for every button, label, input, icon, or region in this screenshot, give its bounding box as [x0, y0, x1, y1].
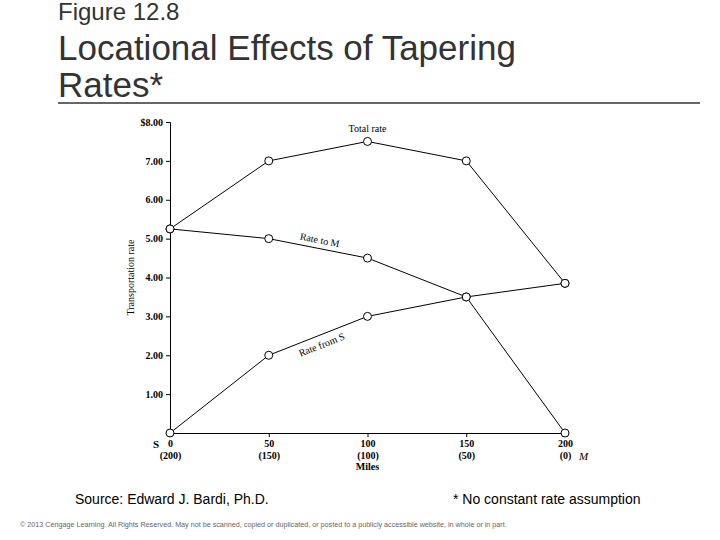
series-marker: [364, 137, 372, 145]
y-tick: 4.00: [146, 272, 171, 283]
y-tick-mark: [166, 122, 170, 123]
y-tick-label: 5.00: [146, 233, 164, 244]
x-tick-label: 100: [361, 438, 376, 449]
y-tick-mark: [166, 355, 170, 356]
x-tick-label: 200: [558, 438, 573, 449]
series-label: Total rate: [349, 123, 387, 134]
x-distance-label: (0): [560, 450, 572, 462]
series-marker: [462, 293, 470, 301]
x-axis-title: Miles: [356, 461, 379, 472]
x-tick-label: 0: [168, 438, 173, 449]
y-tick-label: 4.00: [146, 272, 164, 283]
series-marker: [561, 429, 569, 437]
y-axis: 1.00 2.00 3.00 4.00 5.00 6.00 7.00 $8.00: [141, 117, 171, 434]
x-tick-label: 50: [264, 438, 274, 449]
y-tick: 2.00: [146, 350, 171, 361]
series-marker: [561, 279, 569, 287]
footnote: * No constant rate assumption: [453, 491, 641, 507]
series-line: [170, 283, 565, 433]
y-tick: 1.00: [146, 389, 171, 400]
slide: Figure 12.8 Locational Effects of Taperin…: [0, 0, 720, 540]
y-tick-mark: [166, 394, 170, 395]
title: Locational Effects of TaperingRates*: [58, 28, 516, 104]
series-marker: [561, 279, 569, 287]
x-tick-mark: [269, 433, 270, 437]
y-tick-mark: [166, 278, 170, 279]
y-tick-label: 7.00: [146, 156, 164, 167]
y-tick: 5.00: [146, 233, 171, 244]
x-distance-label: (150): [258, 450, 280, 462]
series-marker: [166, 225, 174, 233]
series-marker: [166, 429, 174, 437]
y-axis-line: [166, 123, 171, 434]
x-tick: 100(100): [357, 433, 379, 462]
x-axis-line: [171, 434, 566, 438]
title-rule: [58, 102, 700, 104]
x-tick-label: 150: [459, 438, 474, 449]
series-marker: [462, 293, 470, 301]
x-distance-label: (50): [458, 450, 475, 462]
y-tick-mark: [166, 161, 170, 162]
x-tick-mark: [466, 433, 467, 437]
series-line: [170, 229, 565, 433]
y-tick-mark: [166, 200, 170, 201]
series-label: Rate to M: [299, 231, 340, 250]
series-label: Rate from S: [297, 331, 346, 359]
x-tick: 50(150): [258, 433, 280, 462]
x-tick: 150(50): [458, 433, 475, 462]
series-marker: [462, 157, 470, 165]
copyright: © 2013 Cengage Learning. All Rights Rese…: [20, 520, 507, 529]
series-marker: [166, 225, 174, 233]
series-marker: [265, 157, 273, 165]
series-marker: [265, 351, 273, 359]
plot-marks: [166, 137, 569, 437]
y-tick-mark: [166, 239, 170, 240]
figure-label: Figure 12.8: [58, 0, 179, 25]
end-label: M: [578, 450, 589, 462]
y-tick: 3.00: [146, 311, 171, 322]
y-tick-label: $8.00: [141, 117, 164, 128]
source: Source: Edward J. Bardi, Ph.D.: [75, 491, 269, 507]
series-marker: [364, 254, 372, 262]
y-tick: 6.00: [146, 194, 171, 205]
x-tick-mark: [368, 433, 369, 437]
y-tick: 7.00: [146, 156, 171, 167]
y-tick-label: 2.00: [146, 350, 164, 361]
x-distance-label: (200): [160, 450, 182, 462]
y-tick-label: 1.00: [146, 389, 164, 400]
y-axis-title: Transportation rate: [125, 239, 136, 316]
series-marker: [265, 235, 273, 243]
series-line: [170, 141, 565, 283]
y-tick-mark: [166, 316, 170, 317]
x-axis: 0(200) 50(150) 100(100) 150(50) 200(0): [160, 433, 573, 462]
origin-label: S: [153, 438, 159, 450]
series-marker: [364, 312, 372, 320]
y-tick-label: 3.00: [146, 311, 164, 322]
y-tick: $8.00: [141, 117, 171, 128]
y-tick-label: 6.00: [146, 194, 164, 205]
